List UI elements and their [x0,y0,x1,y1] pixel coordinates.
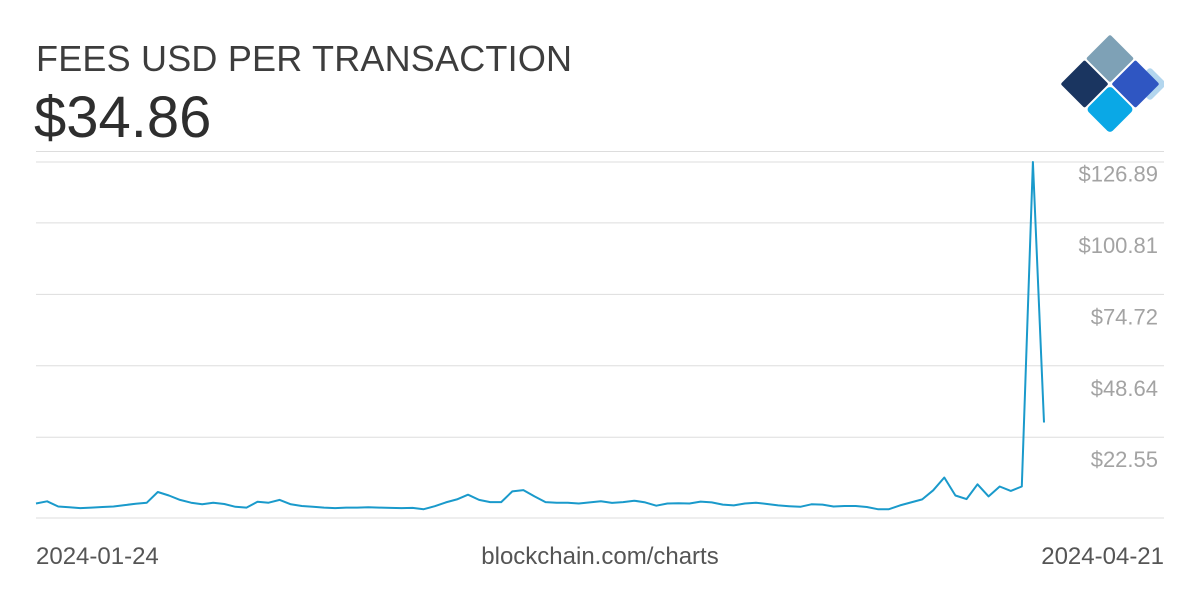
y-tick-label: $100.81 [1078,233,1158,258]
x-axis-end-date: 2024-04-21 [1041,543,1164,570]
y-tick-label: $126.89 [1078,162,1158,187]
y-axis-labels: $22.55 $48.64 $74.72 $100.81 $126.89 [1078,162,1158,473]
x-axis-start-date: 2024-01-24 [36,543,159,570]
logo-square-bottom [1087,87,1133,132]
y-tick-label: $22.55 [1091,447,1158,472]
logo-square-left [1061,60,1108,108]
source-link[interactable]: blockchain.com/charts [481,543,719,570]
chart-title: FEES USD PER TRANSACTION [36,38,573,79]
series-layer [35,161,1045,511]
y-tick-label: $74.72 [1091,304,1158,329]
y-tick-label: $48.64 [1091,376,1158,401]
current-value: $34.86 [34,85,212,150]
fees-line [35,161,1045,511]
grid-layer [36,151,1164,519]
blockchain-logo [1061,35,1164,132]
logo-square-right [1112,60,1159,108]
logo-square-top [1086,35,1134,82]
